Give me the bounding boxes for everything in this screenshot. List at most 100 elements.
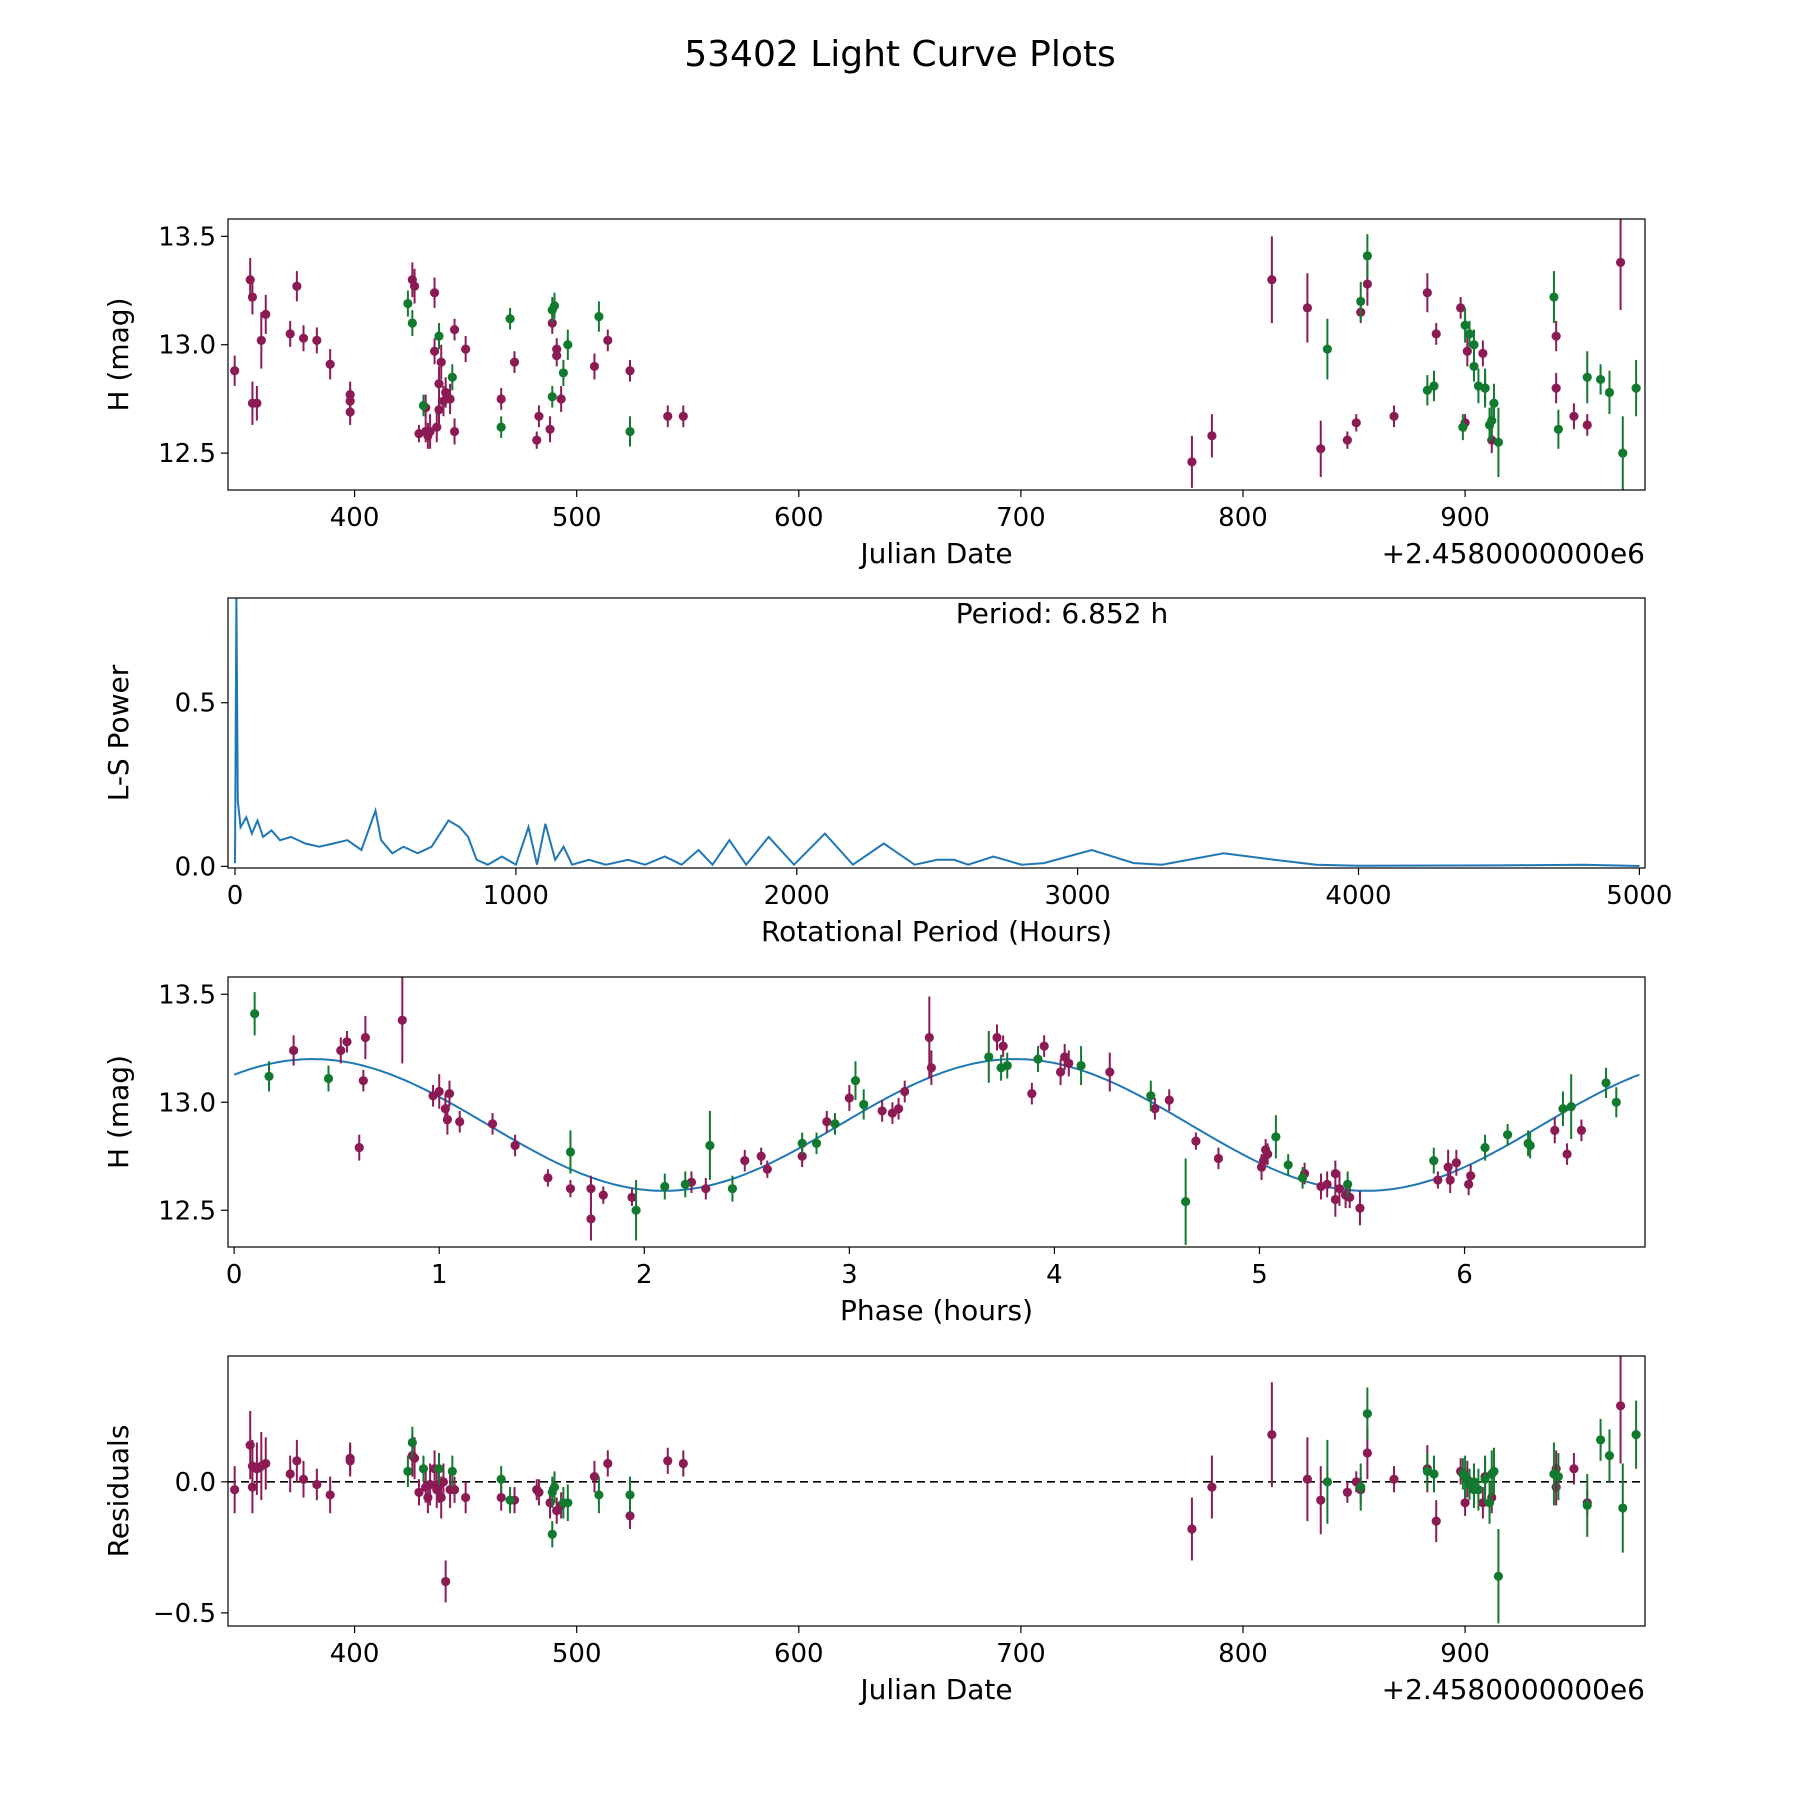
purple-data-point	[429, 338, 440, 365]
purple-data-point	[663, 405, 673, 428]
marker	[1146, 1091, 1156, 1101]
purple-data-point	[509, 351, 520, 373]
marker	[1342, 435, 1352, 445]
marker	[822, 1117, 832, 1127]
marker	[285, 1469, 295, 1479]
marker	[434, 405, 444, 415]
marker	[1431, 1516, 1441, 1526]
marker	[603, 1458, 613, 1469]
marker	[680, 1179, 690, 1189]
marker	[1213, 1153, 1224, 1164]
green-data-point	[547, 385, 557, 408]
marker	[1549, 292, 1559, 302]
marker	[1351, 418, 1361, 428]
green-data-point	[984, 1031, 994, 1083]
marker	[926, 1063, 936, 1073]
green-data-point	[323, 1065, 334, 1092]
phase-folded-data	[233, 977, 1640, 1245]
purple-data-point	[455, 1110, 465, 1133]
periodogram-data	[234, 598, 1640, 867]
marker	[1553, 1471, 1563, 1482]
green-data-point	[1553, 1452, 1563, 1501]
marker	[1429, 1469, 1439, 1479]
marker	[1055, 1067, 1066, 1077]
purple-data-point	[998, 1035, 1008, 1057]
purple-data-point	[1451, 1149, 1461, 1176]
marker	[1551, 383, 1561, 393]
purple-data-point	[1422, 273, 1432, 313]
green-data-point	[1618, 1463, 1628, 1553]
marker	[625, 1490, 635, 1500]
purple-data-point	[1267, 236, 1277, 324]
purple-data-point	[449, 418, 460, 445]
marker	[1443, 1162, 1453, 1172]
marker	[407, 1437, 417, 1448]
marker	[1464, 1179, 1474, 1189]
marker	[434, 331, 444, 341]
purple-data-point	[285, 1455, 295, 1493]
marker	[1525, 1140, 1535, 1151]
purple-data-point	[1576, 1119, 1587, 1142]
marker	[631, 1205, 641, 1215]
y-axis-label: H (mag)	[102, 297, 135, 411]
y-axis-label: Residuals	[102, 1425, 135, 1558]
purple-data-point	[1456, 297, 1466, 319]
y-axis-label: H (mag)	[102, 1055, 135, 1169]
marker	[441, 387, 451, 398]
purple-data-point	[434, 1074, 444, 1109]
purple-data-point	[532, 431, 542, 449]
marker	[1334, 1184, 1345, 1194]
purple-data-point	[1433, 1171, 1443, 1189]
marker	[1356, 1482, 1366, 1492]
marker	[1345, 1192, 1355, 1202]
marker	[1064, 1058, 1074, 1068]
y-tick-label: −0.5	[153, 1599, 216, 1629]
green-data-point	[563, 329, 573, 360]
purple-data-point	[345, 381, 355, 408]
purple-data-point	[1478, 340, 1488, 367]
green-data-point	[859, 1089, 869, 1120]
marker	[445, 394, 455, 404]
marker	[1431, 329, 1441, 339]
green-data-point	[811, 1132, 822, 1155]
green-data-point	[1002, 1052, 1012, 1079]
green-data-point	[1356, 1463, 1366, 1511]
marker	[354, 1143, 364, 1153]
x-tick-label: 600	[774, 1639, 824, 1669]
purple-data-point	[436, 344, 446, 380]
marker	[449, 426, 460, 437]
marker	[1493, 1571, 1504, 1581]
purple-data-point	[586, 1197, 596, 1241]
marker	[1604, 1451, 1615, 1461]
purple-data-point	[397, 977, 407, 1064]
marker	[336, 1045, 346, 1056]
purple-data-point	[1187, 435, 1197, 488]
marker	[1322, 1477, 1332, 1487]
marker	[403, 298, 413, 309]
purple-data-point	[1550, 1117, 1560, 1144]
marker	[425, 1479, 435, 1490]
marker	[252, 398, 262, 408]
marker	[256, 335, 266, 346]
marker	[811, 1138, 822, 1148]
marker	[1362, 1409, 1372, 1419]
marker	[1429, 381, 1439, 391]
marker	[345, 1453, 355, 1463]
x-tick-label: 4	[1046, 1260, 1063, 1290]
marker	[1460, 1471, 1470, 1482]
marker	[1271, 1132, 1281, 1142]
green-data-point	[264, 1061, 274, 1092]
marker	[1316, 1495, 1326, 1505]
marker	[556, 394, 566, 404]
purple-data-point	[425, 414, 435, 449]
marker	[434, 379, 444, 389]
green-data-point	[505, 1487, 515, 1514]
x-tick-label: 2	[636, 1260, 653, 1290]
x-axis-label: Julian Date	[858, 1673, 1012, 1706]
green-data-point	[558, 359, 568, 386]
marker	[1316, 444, 1326, 454]
green-data-point	[1422, 375, 1432, 406]
purple-data-point	[354, 1134, 364, 1161]
marker	[1422, 385, 1432, 395]
purple-data-point	[261, 294, 271, 334]
